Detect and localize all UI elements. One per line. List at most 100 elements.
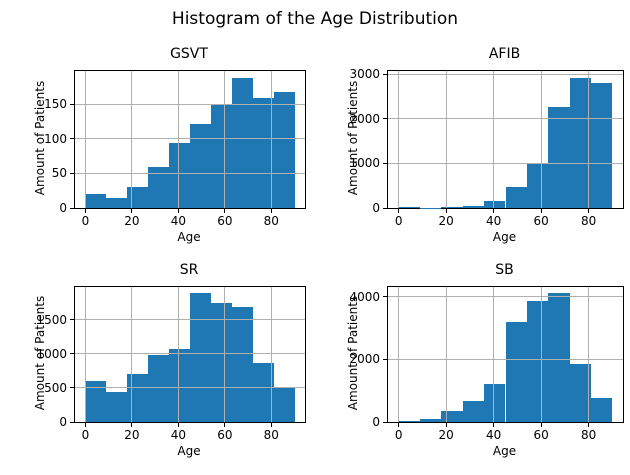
histogram-bar — [252, 362, 274, 422]
plot-area-sr: 0 20 40 60 80 0 500 1000 1500 — [36, 286, 306, 442]
histogram-bar — [252, 97, 274, 208]
y-gridline — [388, 296, 623, 298]
histogram-bar — [231, 306, 253, 422]
y-tick-label: 0 — [59, 201, 67, 215]
y-tick-mark — [70, 207, 74, 209]
histogram-bar — [569, 77, 591, 208]
x-gridline — [493, 71, 495, 208]
x-tick-mark — [131, 423, 133, 427]
x-tick-label: 40 — [485, 428, 502, 442]
histogram-bar — [148, 355, 170, 422]
histogram-bar — [526, 301, 549, 422]
histogram-bar — [462, 401, 485, 422]
y-tick-mark — [383, 296, 387, 298]
histogram-bar — [106, 197, 128, 208]
histogram-bar — [462, 205, 485, 208]
x-tick-label: 20 — [438, 428, 454, 442]
histogram-bar — [548, 293, 570, 422]
y-tick-label: 0 — [59, 415, 67, 429]
x-tick-mark — [588, 209, 590, 213]
histogram-bar — [441, 411, 463, 422]
histogram-bar — [190, 293, 211, 422]
x-tick-mark — [493, 209, 495, 213]
histogram-bar — [484, 384, 506, 422]
histogram-bar — [441, 206, 463, 208]
histogram-bar — [106, 392, 128, 422]
x-gridline — [398, 287, 400, 422]
histogram-bar — [398, 420, 421, 422]
y-tick-mark — [70, 387, 74, 389]
x-tick-mark — [84, 423, 86, 427]
histogram-bar — [169, 349, 190, 422]
x-tick-mark — [398, 423, 400, 427]
y-tick-label: 1500 — [36, 312, 67, 327]
y-tick-label: 0 — [372, 415, 380, 429]
y-tick-mark — [383, 358, 387, 360]
x-axis-label-sr: Age — [177, 444, 201, 458]
x-tick-label: 20 — [124, 428, 140, 442]
histogram-bar — [85, 193, 107, 208]
x-tick-label: 60 — [217, 214, 233, 228]
y-tick-label: 150 — [44, 97, 67, 112]
histogram-bar — [210, 105, 232, 208]
x-tick-mark — [445, 209, 447, 213]
y-tick-mark — [70, 103, 74, 105]
histogram-bar — [190, 124, 211, 208]
histogram-bar — [590, 397, 613, 422]
y-tick-label: 3000 — [349, 67, 380, 82]
subplot-title-sb: SB — [495, 262, 514, 278]
histogram-bar — [590, 83, 613, 208]
x-tick-mark — [445, 423, 447, 427]
histogram-bar — [210, 303, 232, 422]
y-tick-mark — [70, 172, 74, 174]
x-tick-label: 0 — [394, 428, 403, 442]
x-tick-label: 80 — [263, 428, 279, 442]
x-tick-label: 20 — [438, 214, 454, 228]
histogram-bar — [127, 186, 149, 208]
histogram-bar — [273, 92, 295, 208]
histogram-bar — [273, 387, 295, 422]
histogram-bar — [85, 381, 107, 422]
y-axis-label-afib: Amount of Patients — [346, 80, 360, 196]
x-gridline — [445, 71, 447, 208]
y-tick-label: 2000 — [349, 352, 380, 367]
x-tick-label: 80 — [580, 428, 597, 442]
y-tick-label: 1000 — [36, 346, 67, 361]
y-tick-label: 4000 — [349, 289, 380, 304]
histogram-bar — [526, 163, 549, 208]
x-tick-mark — [270, 423, 272, 427]
x-tick-mark — [177, 423, 179, 427]
x-tick-mark — [177, 209, 179, 213]
subplot-title-afib: AFIB — [488, 46, 521, 62]
plot-area-afib: 0 20 40 60 80 0 1000 2000 3000 — [349, 67, 624, 228]
x-tick-label: 0 — [394, 214, 403, 228]
x-tick-mark — [398, 209, 400, 213]
x-tick-mark — [84, 209, 86, 213]
x-axis-label-sb: Age — [492, 444, 517, 458]
subplot-title-sr: SR — [179, 262, 199, 278]
x-gridline — [84, 71, 86, 208]
histogram-bar — [548, 107, 570, 208]
x-tick-mark — [493, 423, 495, 427]
y-tick-label: 500 — [44, 380, 67, 395]
histogram-bar — [505, 321, 527, 422]
histogram-bar — [127, 373, 149, 422]
y-tick-label: 1000 — [349, 156, 380, 171]
subplot-title-gsvt: GSVT — [170, 46, 208, 62]
y-tick-mark — [383, 421, 387, 423]
histogram-bar — [398, 206, 421, 208]
y-tick-mark — [383, 73, 387, 75]
x-tick-label: 60 — [217, 428, 233, 442]
x-tick-label: 0 — [81, 214, 90, 228]
x-tick-label: 20 — [124, 214, 140, 228]
histogram-bar — [505, 186, 527, 208]
x-tick-mark — [270, 209, 272, 213]
x-tick-label: 40 — [485, 214, 502, 228]
y-tick-label: 100 — [44, 131, 67, 146]
x-axis-label-afib: Age — [492, 230, 517, 244]
y-tick-label: 0 — [372, 201, 380, 215]
y-tick-mark — [70, 319, 74, 321]
plot-area-gsvt: 0 20 40 60 80 0 50 100 150 — [44, 70, 306, 228]
x-gridline — [445, 287, 447, 422]
